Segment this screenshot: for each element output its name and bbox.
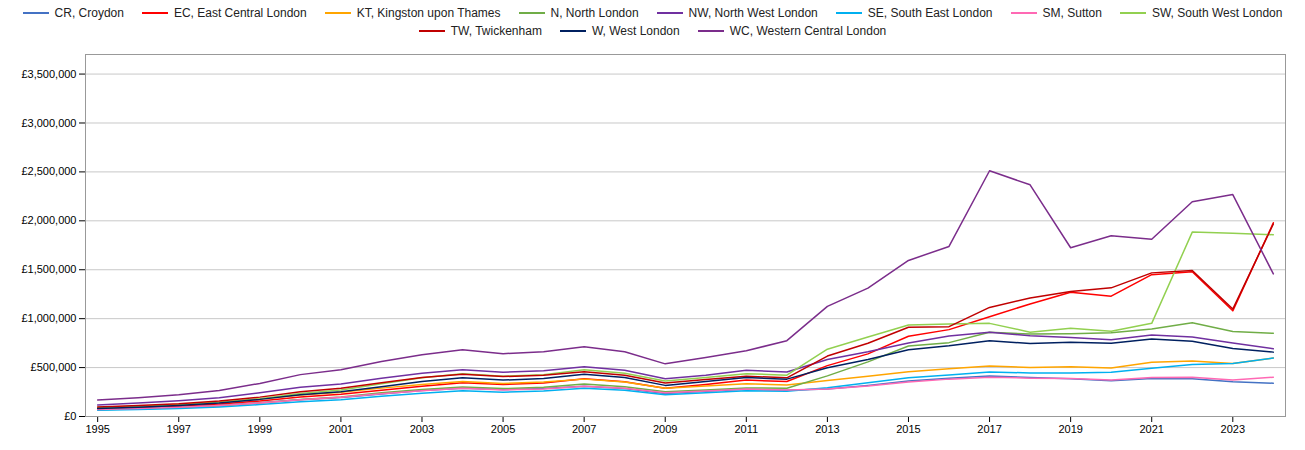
html-text:SM, Sutton: SM, Sutton [1042,6,1102,20]
html-text:KT, Kingston upon Thames: KT, Kingston upon Thames [356,6,501,20]
html-text:NW, North West London: NW, North West London [688,6,818,20]
svg-text:2017: 2017 [977,423,1001,435]
svg-text:2003: 2003 [410,423,434,435]
html-text:WC, Western Central London: WC, Western Central London [729,24,887,38]
svg-text:2001: 2001 [329,423,353,435]
html-text:SE, South East London: SE, South East London [867,6,993,20]
svg-text:2005: 2005 [491,423,515,435]
svg-text:2019: 2019 [1058,423,1082,435]
svg-text:£500,000: £500,000 [31,361,77,373]
html-text:EC, East Central London: EC, East Central London [173,6,307,20]
svg-text:£0: £0 [64,410,76,422]
html-text:W, West London: W, West London [591,24,680,38]
svg-text:2023: 2023 [1221,423,1245,435]
html-text:N, North London: N, North London [550,6,639,20]
svg-text:2021: 2021 [1139,423,1163,435]
svg-text:2011: 2011 [734,423,758,435]
svg-text:£3,000,000: £3,000,000 [21,117,76,129]
svg-text:1999: 1999 [248,423,272,435]
svg-text:£3,500,000: £3,500,000 [21,68,76,80]
svg-text:1997: 1997 [167,423,191,435]
svg-text:2015: 2015 [896,423,920,435]
svg-text:£2,000,000: £2,000,000 [21,214,76,226]
svg-text:1995: 1995 [85,423,109,435]
html-text:TW, Twickenham: TW, Twickenham [450,24,542,38]
svg-text:2009: 2009 [653,423,677,435]
html-text:SW, South West London: SW, South West London [1151,6,1283,20]
html-text:CR, Croydon: CR, Croydon [54,6,124,20]
svg-text:£2,500,000: £2,500,000 [21,165,76,177]
svg-text:£1,000,000: £1,000,000 [21,312,76,324]
svg-text:2007: 2007 [572,423,596,435]
svg-text:£1,500,000: £1,500,000 [21,263,76,275]
svg-text:2013: 2013 [815,423,839,435]
